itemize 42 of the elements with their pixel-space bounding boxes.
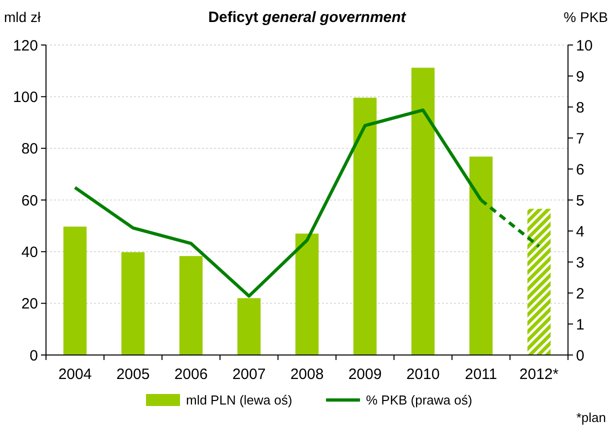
y-tick-label: 0 [30,347,38,364]
x-tick-label: 2012* [519,366,559,383]
y2-tick-label: 8 [576,99,584,116]
y-tick-label: 60 [21,192,38,210]
x-tick-label: 2010 [406,366,440,383]
y2-tick-label: 6 [576,161,584,178]
bar [121,252,145,355]
text: *plan [576,410,606,425]
y-tick-label: 40 [21,244,38,261]
bar [353,98,377,355]
x-tick-label: 2005 [116,366,150,383]
legend-label: % PKB (prawa oś) [366,392,472,408]
bar [295,234,319,355]
y2-tick-label: 0 [576,347,584,364]
y-tick-label: 100 [12,88,38,106]
y2-tick-label: 1 [576,316,584,334]
y2-tick-label: 3 [576,254,584,272]
y2-tick-label: 2 [576,285,584,302]
x-tick-label: 2008 [290,366,324,383]
legend-label: mld PLN (lewa oś) [186,392,292,408]
y-tick-label: 120 [12,37,38,54]
bar [63,226,87,355]
bar [527,208,551,355]
y-tick-label: 80 [21,140,38,158]
y2-axis-title: % PKB [564,9,608,25]
y2-tick-label: 9 [576,68,584,86]
chart-title: Deficyt general government [208,9,407,26]
y-axis-title: mld zł [4,9,42,25]
y-tick-label: 20 [21,296,38,313]
y2-tick-label: 4 [576,223,584,240]
y2-tick-label: 7 [576,130,584,148]
x-tick-label: 2004 [58,366,92,383]
x-tick-label: 2007 [232,366,266,383]
y2-tick-label: 5 [576,192,584,210]
x-tick-label: 2009 [348,366,382,383]
y2-tick-label: 10 [576,37,593,54]
x-tick-label: 2006 [174,366,208,383]
bar [179,256,203,355]
x-tick-label: 2011 [464,366,498,383]
bar [411,68,435,355]
bar [469,156,493,355]
bar [237,298,261,355]
